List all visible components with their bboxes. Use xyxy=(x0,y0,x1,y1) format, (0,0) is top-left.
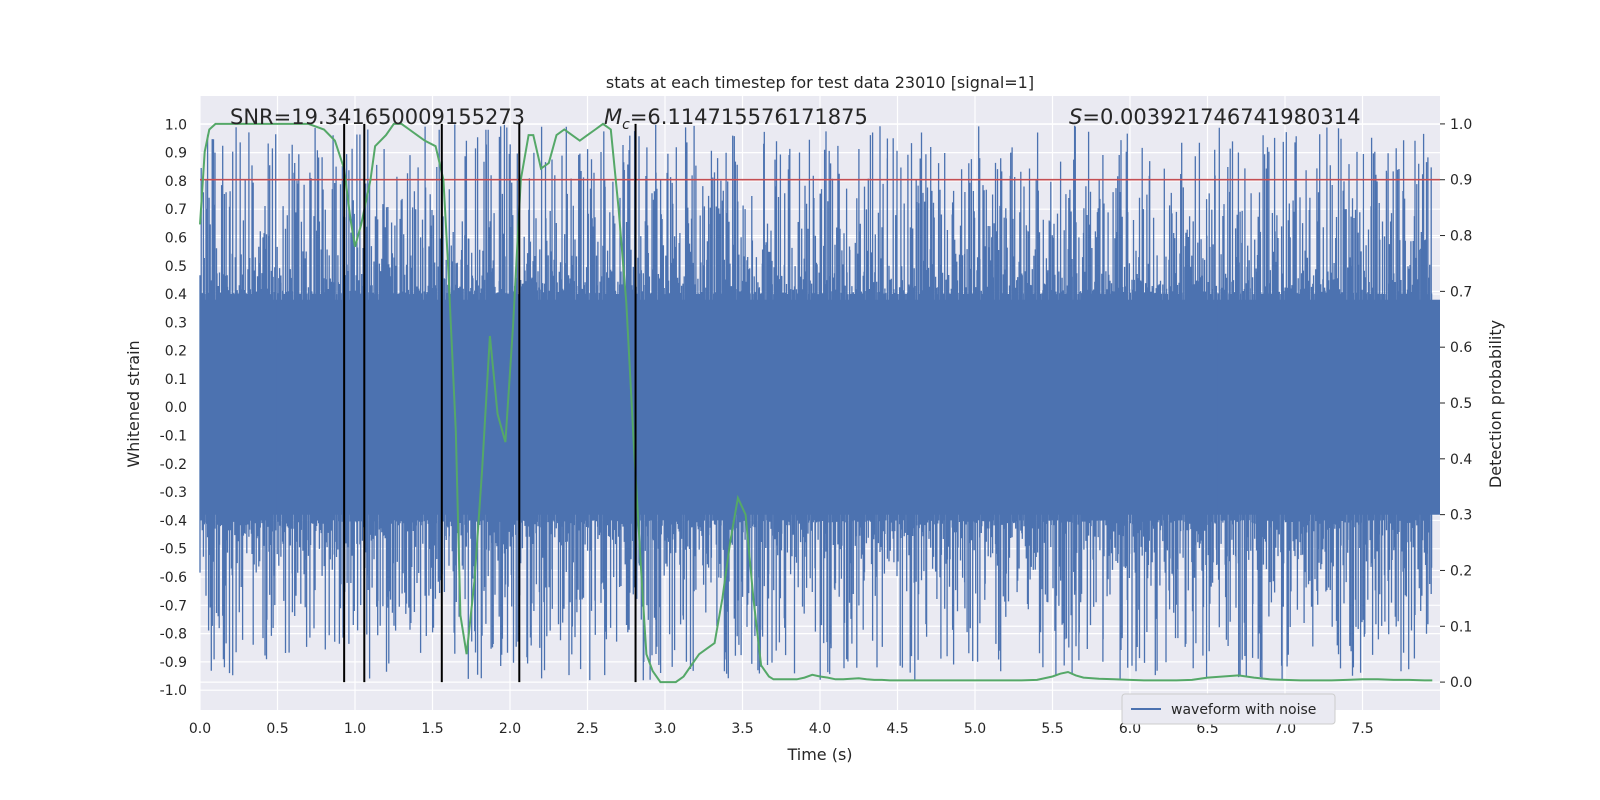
y-left-tick-label: -0.1 xyxy=(160,429,187,445)
y-left-tick-label: -1.0 xyxy=(160,683,187,699)
y-right-tick-layer: 1.0 0.9 0.8 0.7 0.6 0.5 0.4 0.3 0.2 0.1 0.0 xyxy=(1440,117,1472,691)
y-left-tick-label: 0.3 xyxy=(165,315,187,331)
chart-title: stats at each timestep for test data 230… xyxy=(606,73,1034,92)
y-left-tick-label: -0.7 xyxy=(160,598,187,614)
y-left-tick-layer: 1.0 0.9 0.8 0.7 0.6 0.5 0.4 0.3 0.2 0.1 0.0 -0.1 -0.… xyxy=(160,117,187,699)
y-left-tick-label: -0.2 xyxy=(160,457,187,473)
x-tick-label: 1.5 xyxy=(421,721,443,737)
x-tick-label: 7.5 xyxy=(1351,721,1373,737)
y-left-tick-label: -0.9 xyxy=(160,655,187,671)
y-right-tick-label: 0.5 xyxy=(1450,396,1472,412)
y-right-tick-label: 0.7 xyxy=(1450,284,1472,300)
y-left-tick-label: 0.5 xyxy=(165,259,187,275)
y-left-tick-label: -0.6 xyxy=(160,570,187,586)
y-right-tick-label: 0.1 xyxy=(1450,619,1472,635)
y-right-tick-label: 0.4 xyxy=(1450,452,1472,468)
x-tick-label: 2.5 xyxy=(576,721,598,737)
chirp-mass-symbol: M xyxy=(604,105,622,129)
x-tick-label: 3.0 xyxy=(654,721,676,737)
x-tick-label: 4.5 xyxy=(886,721,908,737)
y-left-tick-label: 0.9 xyxy=(165,146,187,162)
x-tick-label: 4.0 xyxy=(809,721,831,737)
x-tick-label: 0.0 xyxy=(189,721,211,737)
y-left-tick-label: 0.4 xyxy=(165,287,187,303)
chirp-mass-value: =6.114715576171875 xyxy=(630,105,868,129)
detection-probability-series xyxy=(199,122,1433,684)
x-tick-label: 5.0 xyxy=(964,721,986,737)
y-left-tick-label: 0.0 xyxy=(165,400,187,416)
legend-label-waveform: waveform with noise xyxy=(1171,702,1316,718)
x-tick-label: 6.0 xyxy=(1119,721,1141,737)
x-tick-label: 0.5 xyxy=(266,721,288,737)
x-tick-label: 5.5 xyxy=(1041,721,1063,737)
y-left-tick-label: -0.4 xyxy=(160,513,187,529)
y-left-tick-label: 0.6 xyxy=(165,230,187,246)
x-tick-label: 3.5 xyxy=(731,721,753,737)
chirp-mass-annotation: Mc=6.114715576171875 xyxy=(604,105,868,133)
waveform-spikes xyxy=(199,124,1433,681)
y-right-axis-title: Detection probability xyxy=(1486,320,1505,488)
y-left-tick-label: -0.5 xyxy=(160,542,187,558)
s-annotation: S=0.003921746741980314 xyxy=(1069,105,1360,129)
y-right-tick-label: 0.9 xyxy=(1450,173,1472,189)
x-tick-label: 6.5 xyxy=(1196,721,1218,737)
x-tick-label: 2.0 xyxy=(499,721,521,737)
y-right-tick-label: 1.0 xyxy=(1450,117,1472,133)
legend: waveform with noise xyxy=(1121,693,1336,725)
y-right-tick-label: 0.3 xyxy=(1450,508,1472,524)
snr-annotation: SNR=19.341650009155273 xyxy=(230,105,525,129)
y-left-tick-label: 0.2 xyxy=(165,344,187,360)
y-left-tick-label: -0.8 xyxy=(160,627,187,643)
x-tick-label: 1.0 xyxy=(344,721,366,737)
x-axis-title: Time (s) xyxy=(786,745,852,764)
y-left-tick-label: 0.1 xyxy=(165,372,187,388)
detection-probability-line xyxy=(199,122,1433,684)
chirp-mass-subscript: c xyxy=(622,117,630,133)
y-right-tick-label: 0.2 xyxy=(1450,563,1472,579)
y-left-tick-label: -0.3 xyxy=(160,485,187,501)
waveform-with-noise-series xyxy=(199,124,1440,681)
x-tick-label: 7.0 xyxy=(1274,721,1296,737)
s-value: =0.003921746741980314 xyxy=(1082,105,1360,129)
y-left-axis-title: Whitened strain xyxy=(124,340,143,467)
y-right-tick-label: 0.0 xyxy=(1450,675,1472,691)
s-symbol: S xyxy=(1069,105,1082,129)
legend-box xyxy=(1121,693,1336,725)
y-left-tick-label: 0.7 xyxy=(165,202,187,218)
y-left-tick-label: 1.0 xyxy=(165,117,187,133)
y-left-tick-label: 0.8 xyxy=(165,174,187,190)
vertical-marker-layer xyxy=(343,123,637,683)
y-right-tick-label: 0.6 xyxy=(1450,340,1472,356)
y-right-tick-label: 0.8 xyxy=(1450,229,1472,245)
x-tick-layer: 0.0 0.5 1.0 1.5 2.0 2.5 3.0 3.5 4.0 4.5 5.0 5.5 6.0 6… xyxy=(189,721,1374,737)
